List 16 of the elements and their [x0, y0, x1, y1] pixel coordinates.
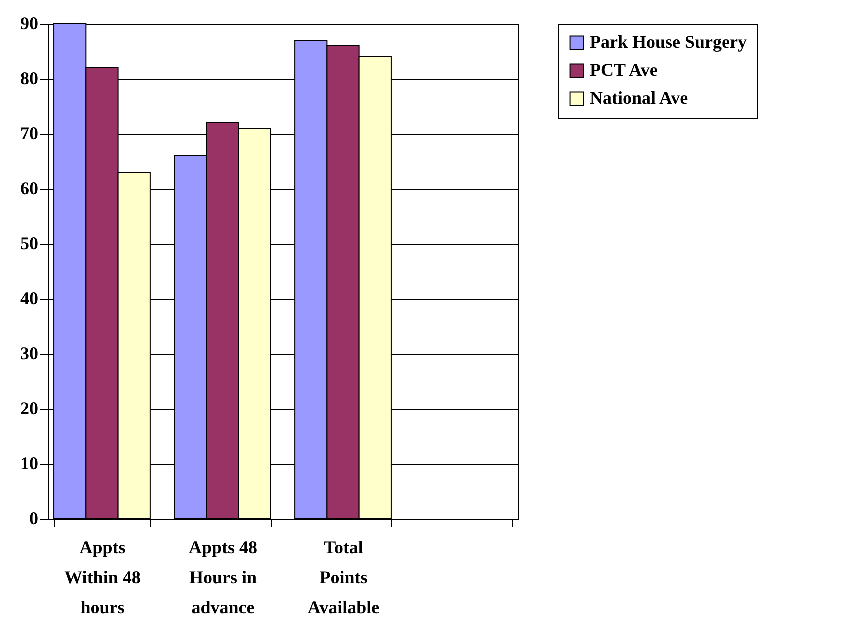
y-tick-label: 0 — [30, 508, 38, 528]
y-tick-label: 60 — [20, 178, 38, 198]
y-tick-label: 50 — [20, 234, 38, 254]
y-tick-label: 10 — [20, 454, 38, 474]
y-tick-label: 70 — [20, 124, 38, 144]
legend-label: PCT Ave — [590, 60, 658, 80]
legend-label: National Ave — [590, 88, 688, 108]
x-tick-label: Appts 48 Hours in advance — [188, 538, 258, 618]
x-tick-label: Total Points Available — [308, 538, 380, 618]
y-tick-label: 40 — [20, 288, 38, 308]
y-tick-label: 90 — [20, 14, 38, 34]
legend-label: Park House Surgery — [590, 32, 747, 52]
y-tick-label: 80 — [20, 68, 38, 88]
y-tick-label: 30 — [20, 344, 38, 364]
y-tick-label: 20 — [20, 398, 38, 418]
x-tick-label: Appts Within 48 hours — [64, 538, 141, 618]
